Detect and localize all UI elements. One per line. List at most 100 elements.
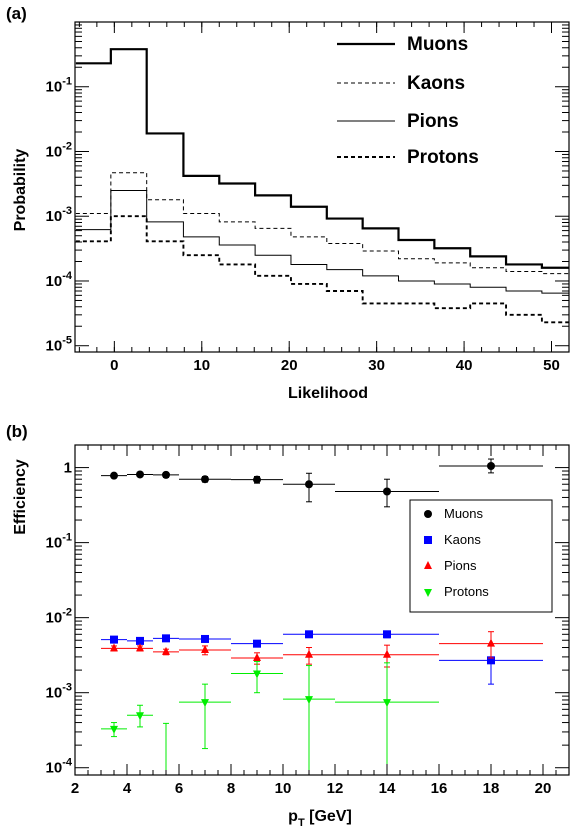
legend-label-kaons: Kaons [444, 532, 481, 547]
panel-label-a: (a) [6, 4, 27, 23]
data-point-protons [201, 699, 209, 708]
y-tick-label: 10-2 [46, 140, 72, 160]
y-axis-title: Efficiency [12, 459, 29, 535]
x-tick-label: 6 [175, 780, 183, 797]
data-point-muons [305, 480, 313, 489]
x-tick-label: 18 [483, 780, 500, 797]
series-line-pions [75, 189, 569, 294]
data-point-protons [110, 725, 118, 734]
x-tick-label: 10 [193, 357, 210, 374]
y-tick-label: 1 [64, 460, 72, 477]
y-tick-label: 10-3 [46, 205, 72, 225]
x-tick-label: 50 [543, 357, 560, 374]
data-point-pions [305, 649, 313, 658]
y-tick-base: 10 [46, 273, 63, 290]
x-tick-label: 30 [368, 357, 385, 374]
data-point-protons [253, 670, 261, 679]
series-line-muons [75, 48, 569, 269]
y-tick-exponent: -2 [62, 607, 72, 619]
legend-label-muons: Muons [444, 506, 484, 521]
data-point-kaons [487, 656, 495, 665]
y-tick-base: 10 [46, 610, 63, 627]
data-point-muons [487, 461, 495, 470]
data-point-pions [110, 643, 118, 652]
y-tick-label: 10-1 [46, 532, 72, 552]
data-point-pions [201, 645, 209, 654]
y-tick-label: 10-2 [46, 607, 72, 627]
y-tick-base: 10 [46, 535, 63, 552]
x-tick-label: 20 [535, 780, 552, 797]
chart-panel-a: 0 10 20 30 40 5010-510-410-310-210-1Likelihoo… [12, 21, 570, 402]
plot-frame [74, 21, 570, 353]
data-point-pions [487, 638, 495, 647]
x-tick-label: 40 [456, 357, 473, 374]
x-tick-label: 8 [227, 780, 235, 797]
data-point-muons [136, 470, 144, 479]
x-axis-title-sub: T [298, 817, 305, 829]
legend-marker-pions [424, 561, 432, 569]
x-tick-label: 20 [281, 357, 298, 374]
y-tick-base: 10 [46, 79, 63, 96]
y-tick-exponent: -1 [62, 76, 72, 88]
data-point-protons [305, 696, 313, 705]
y-tick-exponent: -3 [62, 205, 72, 217]
data-point-kaons [253, 639, 261, 648]
data-point-kaons [383, 630, 391, 639]
x-tick-label: 0 [110, 357, 118, 374]
x-axis-title: Likelihood [288, 385, 368, 402]
y-tick-exponent: -5 [62, 335, 72, 347]
x-tick-label: 2 [71, 780, 79, 797]
data-point-kaons [162, 634, 170, 643]
legend-label-muons: Muons [407, 34, 468, 55]
data-point-kaons [136, 636, 144, 645]
legend-label-protons: Protons [444, 584, 489, 599]
y-axis-title: Probability [12, 149, 29, 232]
legend-marker-kaons [424, 536, 432, 544]
y-tick-exponent: -1 [62, 532, 72, 544]
y-tick-base: 10 [46, 208, 63, 225]
data-point-pions [162, 646, 170, 655]
data-point-kaons [110, 635, 118, 644]
y-tick-base: 10 [46, 338, 63, 355]
legend-box [409, 499, 553, 613]
legend-label-protons: Protons [407, 147, 479, 168]
data-point-pions [136, 643, 144, 652]
data-point-protons [383, 699, 391, 708]
y-tick-base: 10 [46, 685, 63, 702]
data-point-muons [110, 471, 118, 480]
data-point-muons [162, 470, 170, 479]
x-tick-label: 14 [379, 780, 396, 797]
x-tick-label: 12 [327, 780, 344, 797]
y-tick-label: 10-1 [46, 76, 72, 96]
y-tick-exponent: -4 [62, 270, 73, 282]
y-tick-exponent: -2 [62, 140, 72, 152]
series-line-protons [75, 215, 569, 324]
y-tick-label: 10-4 [46, 757, 73, 777]
y-tick-base: 10 [46, 143, 63, 160]
legend-marker-muons [424, 510, 432, 518]
x-tick-label: 16 [431, 780, 448, 797]
x-axis-title-unit: [GeV] [305, 808, 352, 825]
panel-label-b: (b) [6, 422, 28, 441]
y-tick-exponent: -3 [62, 682, 72, 694]
x-axis-title-main: p [288, 808, 298, 825]
data-point-pions [253, 652, 261, 661]
y-tick-label: 10-5 [46, 335, 72, 355]
data-point-pions [383, 649, 391, 658]
y-tick-label: 10-3 [46, 682, 72, 702]
x-tick-label: 4 [123, 780, 132, 797]
legend-label-pions: Pions [407, 111, 459, 132]
x-axis-title: pT [GeV] [288, 808, 352, 829]
data-point-kaons [201, 634, 209, 643]
legend-label-kaons: Kaons [407, 73, 465, 94]
data-point-muons [253, 475, 261, 484]
data-point-protons [136, 712, 144, 721]
data-point-kaons [305, 630, 313, 639]
y-tick-label: 10-4 [46, 270, 73, 290]
data-point-muons [383, 487, 391, 496]
legend-marker-protons [424, 589, 432, 597]
series-line-kaons [75, 172, 569, 275]
y-tick-exponent: -4 [62, 757, 73, 769]
